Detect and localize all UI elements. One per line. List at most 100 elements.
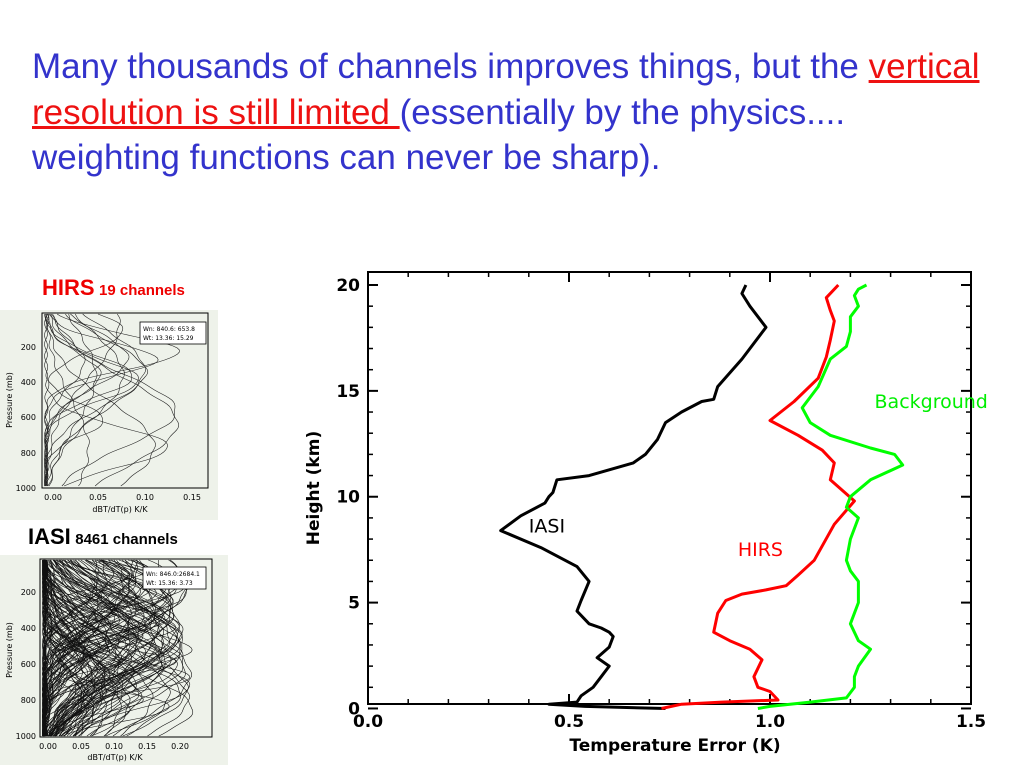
hirs-xtick-2: 0.10 — [136, 493, 154, 502]
x-tick-label: 0.5 — [554, 712, 584, 732]
y-tick-label: 20 — [336, 276, 360, 296]
weighting-curve — [53, 559, 182, 737]
hirs-weighting-function-panel: Wn: 840.6: 653.8 Wt: 13.36: 15.29 200 40… — [0, 310, 218, 520]
iasi-legend-box — [142, 566, 207, 590]
hirs-panel-background — [0, 310, 218, 520]
weighting-curve — [44, 313, 103, 487]
headline-highlight: vertical resolution is still limited — [32, 47, 980, 132]
hirs-title-name: HIRS — [42, 275, 95, 300]
iasi-ytick-1000: 1000 — [16, 732, 36, 741]
weighting-curve — [50, 560, 172, 737]
series-line-hirs — [661, 283, 856, 710]
weighting-curve — [46, 559, 120, 737]
iasi-ytick-600: 600 — [21, 660, 36, 669]
weighting-curve — [43, 559, 103, 737]
iasi-ytick-400: 400 — [21, 624, 36, 633]
hirs-ylabel: Pressure (mb) — [5, 372, 14, 428]
iasi-weighting-curves — [42, 559, 194, 737]
iasi-xtick-3: 0.15 — [138, 742, 156, 751]
iasi-xtick-2: 0.10 — [105, 742, 123, 751]
iasi-legend-line-2: Wt: 15.36: 3.73 — [146, 580, 193, 587]
main-series-annotations: IASI HIRS Background — [529, 391, 988, 561]
y-tick-label: 5 — [348, 594, 360, 614]
hirs-xlabel: dBT/dT(p) K/K — [92, 505, 148, 514]
series-line-background — [757, 283, 905, 710]
hirs-xtick-0: 0.00 — [44, 493, 62, 502]
headline-part-2: (essentially by the physics.... weightin… — [32, 92, 846, 178]
weighting-curve — [45, 313, 90, 487]
hirs-legend-line-2: Wt: 13.36: 15.29 — [143, 335, 194, 342]
weighting-curve — [43, 559, 147, 737]
series-annotation-hirs: HIRS — [738, 539, 783, 561]
y-tick-label: 15 — [336, 382, 360, 402]
weighting-curve — [45, 559, 171, 737]
weighting-curve — [43, 559, 154, 737]
iasi-title-channels: 8461 channels — [75, 531, 178, 548]
main-series-lines — [499, 283, 905, 710]
weighting-curve — [44, 313, 86, 487]
weighting-curve — [42, 559, 98, 737]
weighting-curve — [42, 559, 143, 737]
headline-part-1: Many thousands of channels improves thin… — [32, 47, 869, 86]
iasi-legend-line-1: Wn: 846.0:2684.1 — [146, 571, 200, 578]
main-ylabel: Height (km) — [304, 431, 324, 545]
weighting-curve — [42, 559, 150, 737]
iasi-weighting-function-panel: Wn: 846.0:2684.1 Wt: 15.36: 3.73 200 400… — [0, 555, 228, 765]
hirs-xtick-1: 0.05 — [89, 493, 107, 502]
hirs-legend-line-1: Wn: 840.6: 653.8 — [143, 326, 195, 333]
weighting-curve — [50, 313, 180, 487]
hirs-panel-title: HIRS 19 channels — [42, 275, 185, 301]
iasi-ytick-800: 800 — [21, 696, 36, 705]
weighting-curve — [44, 313, 124, 487]
weighting-curve — [43, 559, 104, 737]
weighting-curve — [47, 313, 125, 487]
iasi-ylabel: Pressure (mb) — [5, 622, 14, 678]
iasi-xtick-4: 0.20 — [171, 742, 189, 751]
hirs-legend-box — [139, 321, 207, 345]
weighting-curve — [64, 559, 165, 737]
weighting-curve — [55, 559, 171, 737]
weighting-curve — [52, 559, 184, 737]
weighting-curve — [44, 559, 123, 737]
weighting-curve — [42, 560, 190, 737]
iasi-xlabel: dBT/dT(p) K/K — [87, 753, 143, 762]
iasi-xtick-1: 0.05 — [72, 742, 90, 751]
iasi-title-name: IASI — [28, 524, 71, 549]
weighting-curve — [43, 559, 98, 737]
x-tick-label: 0.0 — [353, 712, 383, 732]
x-tick-label: 1.5 — [956, 712, 986, 732]
slide-headline: Many thousands of channels improves thin… — [32, 44, 1002, 181]
weighting-curve — [42, 559, 178, 737]
x-tick-label: 1.0 — [755, 712, 785, 732]
y-tick-label: 10 — [336, 488, 360, 508]
iasi-panel-title: IASI 8461 channels — [28, 524, 178, 550]
main-xlabel: Temperature Error (K) — [569, 736, 780, 756]
weighting-curve — [42, 559, 164, 737]
hirs-title-channels: 19 channels — [99, 282, 185, 299]
hirs-ytick-200: 200 — [21, 343, 36, 352]
hirs-ytick-400: 400 — [21, 378, 36, 387]
main-axis-ticks: 0.0 0.5 1.0 1.5 0 5 10 15 20 — [336, 272, 986, 732]
iasi-plot-frame — [39, 558, 213, 738]
weighting-curve — [47, 313, 156, 487]
iasi-ytick-200: 200 — [21, 588, 36, 597]
weighting-curve — [43, 559, 160, 737]
main-plot-frame — [367, 271, 972, 705]
weighting-curve — [42, 559, 83, 737]
weighting-curve — [45, 559, 145, 737]
weighting-curve — [44, 313, 168, 487]
weighting-curve — [42, 559, 96, 737]
weighting-curve — [42, 559, 144, 737]
weighting-curve — [49, 559, 145, 737]
hirs-xtick-3: 0.15 — [183, 493, 201, 502]
series-annotation-background: Background — [875, 391, 988, 413]
series-line-iasi — [499, 284, 768, 710]
weighting-curve — [45, 313, 147, 487]
series-annotation-iasi: IASI — [529, 516, 565, 538]
hirs-plot-frame — [41, 312, 209, 489]
hirs-ytick-600: 600 — [21, 413, 36, 422]
hirs-ytick-800: 800 — [21, 449, 36, 458]
y-tick-label: 0 — [348, 699, 360, 719]
hirs-ytick-1000: 1000 — [16, 484, 36, 493]
